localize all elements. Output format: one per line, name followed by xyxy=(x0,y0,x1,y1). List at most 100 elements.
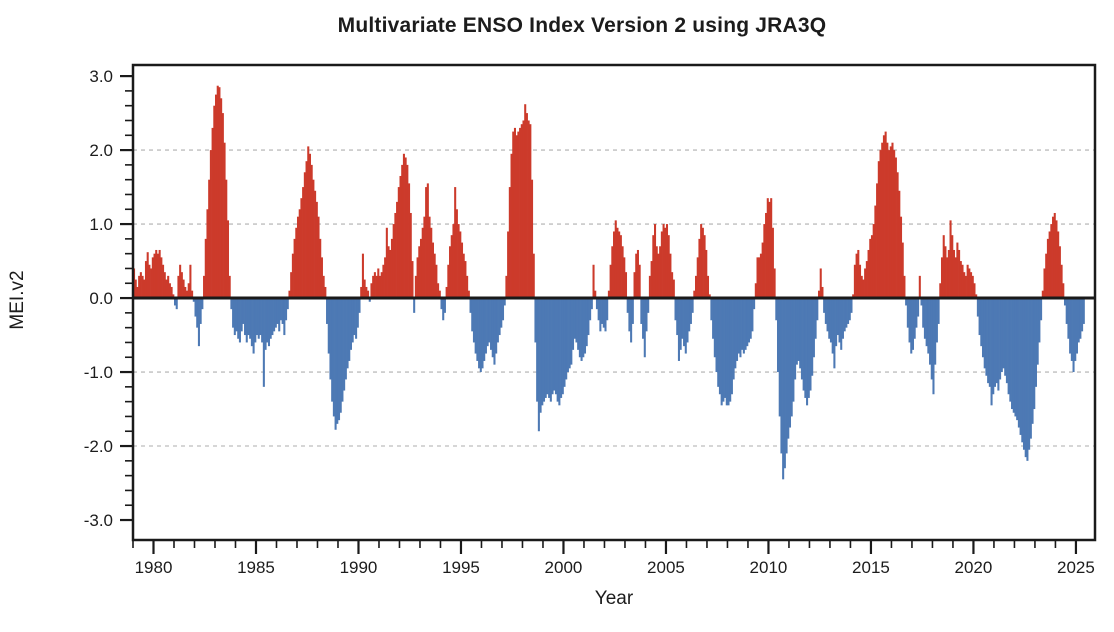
bar-month xyxy=(144,261,148,299)
bar-month xyxy=(1034,298,1037,387)
bar-month xyxy=(884,131,887,299)
bar-month xyxy=(1065,298,1068,324)
bar-month xyxy=(375,275,378,299)
bar-month xyxy=(438,290,441,299)
bar-month xyxy=(1021,298,1024,443)
bar-month xyxy=(1002,298,1005,369)
bar-month xyxy=(136,286,139,299)
bar-month xyxy=(177,275,180,299)
bar-month xyxy=(703,235,706,299)
bar-month xyxy=(575,298,578,343)
plot-frame xyxy=(131,63,1097,542)
bar-month xyxy=(792,298,795,402)
bar-month xyxy=(826,298,829,332)
bar-month xyxy=(361,253,364,299)
bar-month xyxy=(450,235,453,299)
bar-month xyxy=(990,298,993,406)
bar-month xyxy=(421,227,424,299)
bar-month xyxy=(464,261,467,299)
bar-month xyxy=(1052,216,1055,299)
bar-month xyxy=(558,298,561,406)
bar-month xyxy=(334,298,337,430)
bar-month xyxy=(285,298,288,321)
bar-month xyxy=(503,298,506,306)
bar-month xyxy=(886,142,889,299)
bar-month xyxy=(363,279,366,299)
bar-month xyxy=(628,298,631,332)
bar-month xyxy=(829,298,833,343)
bar-month xyxy=(151,257,154,299)
bar-month xyxy=(626,298,629,313)
bar-month xyxy=(302,187,305,299)
bar-month xyxy=(710,298,713,321)
bar-month xyxy=(621,246,624,299)
bar-month xyxy=(307,146,310,299)
bar-month xyxy=(274,298,277,328)
bar-month xyxy=(554,298,557,395)
bar-month xyxy=(380,272,383,299)
bar-month xyxy=(889,146,892,299)
bar-month xyxy=(862,279,865,299)
bar-month xyxy=(806,298,809,406)
bar-month xyxy=(812,298,815,358)
bar-month xyxy=(817,290,821,299)
bar-month xyxy=(857,249,860,299)
bar-month xyxy=(469,298,472,313)
bar-month xyxy=(874,205,877,299)
bar-month xyxy=(589,298,592,321)
bar-month xyxy=(592,264,595,299)
bar-month xyxy=(888,150,891,299)
bar-month xyxy=(597,298,600,321)
bar-month xyxy=(337,298,341,421)
bar-month xyxy=(841,298,844,339)
bar-month xyxy=(563,298,566,387)
bar-month xyxy=(660,231,663,299)
bar-month xyxy=(204,238,207,299)
bar-month xyxy=(267,298,271,347)
bar-month xyxy=(457,224,460,299)
bar-month xyxy=(561,298,564,395)
bar-month xyxy=(184,286,187,299)
bar-month xyxy=(1067,298,1070,339)
bar-month xyxy=(442,298,445,321)
bar-month xyxy=(1063,298,1067,306)
bar-month xyxy=(189,264,192,299)
bar-month xyxy=(580,298,583,361)
bar-month xyxy=(544,298,547,398)
bar-month xyxy=(599,298,602,332)
bar-month xyxy=(305,161,308,299)
y-tick-label: 2.0 xyxy=(89,141,113,160)
bar-month xyxy=(865,261,868,299)
bar-month xyxy=(343,298,346,391)
bar-month xyxy=(162,264,165,299)
bar-month xyxy=(490,298,493,350)
bar-month xyxy=(698,238,701,299)
bar-month xyxy=(192,298,195,302)
bar-month xyxy=(669,253,672,299)
bar-month xyxy=(390,238,393,299)
bar-month xyxy=(763,224,766,299)
bar-month xyxy=(1081,298,1084,332)
bar-month xyxy=(816,298,819,321)
bar-month xyxy=(382,264,385,299)
bar-month xyxy=(923,298,926,339)
bar-month xyxy=(474,298,477,354)
bar-month xyxy=(836,298,839,336)
bar-month xyxy=(782,298,785,480)
bar-month xyxy=(667,235,670,299)
bar-month xyxy=(228,275,231,299)
bar-month xyxy=(893,150,896,299)
bar-month xyxy=(531,179,534,299)
bar-month xyxy=(662,224,665,299)
bar-month xyxy=(262,298,265,387)
bar-month xyxy=(845,298,848,328)
bar-month xyxy=(672,279,675,299)
bar-month xyxy=(949,220,952,299)
bar-month xyxy=(466,275,469,299)
bar-month xyxy=(643,298,646,358)
bar-month xyxy=(776,298,780,373)
x-tick-label: 2015 xyxy=(852,558,890,577)
bar-month xyxy=(368,298,371,302)
bar-month xyxy=(739,298,742,358)
bar-month xyxy=(753,298,756,310)
